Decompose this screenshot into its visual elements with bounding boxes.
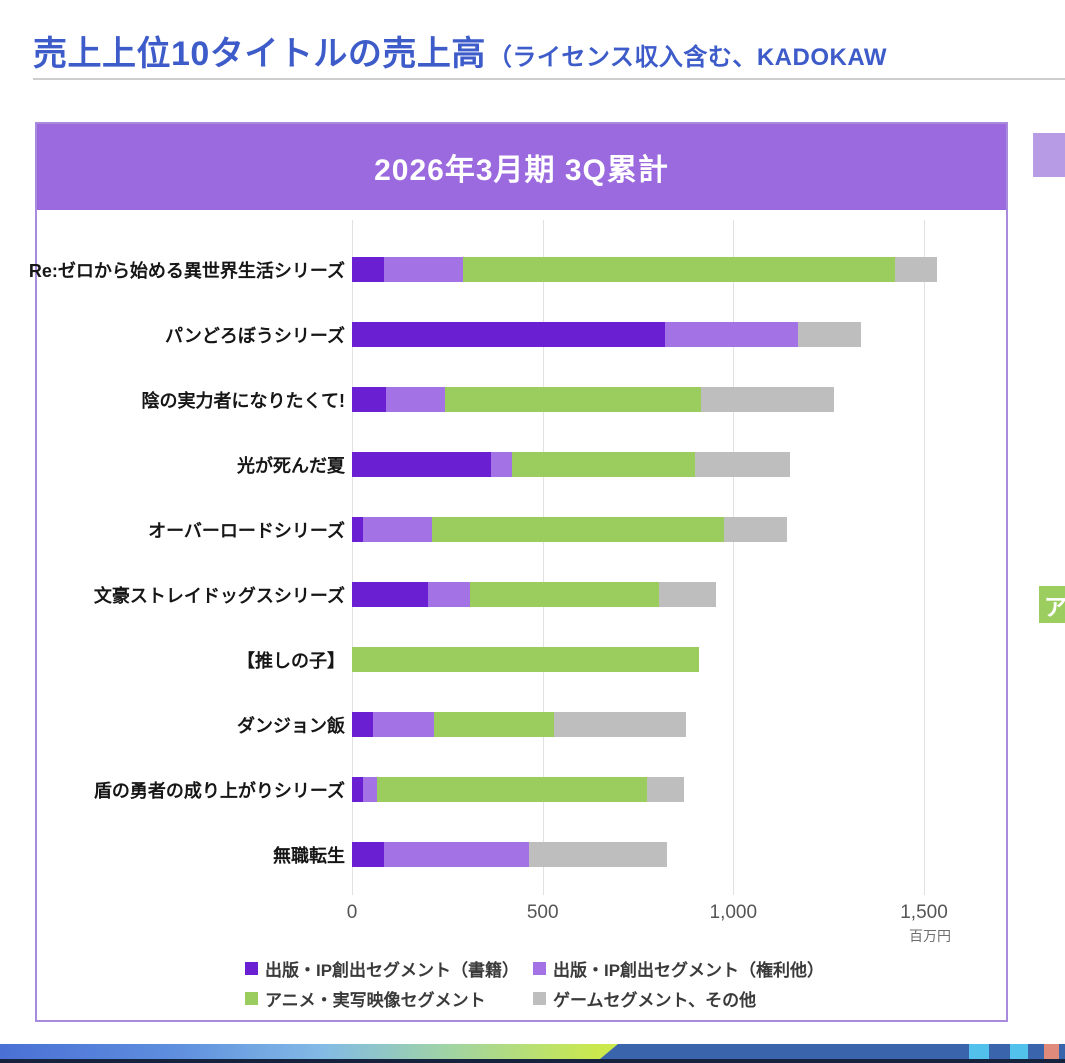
bar-row xyxy=(352,712,686,737)
legend-swatch xyxy=(533,961,546,975)
bar-segment xyxy=(428,582,471,607)
grid-line xyxy=(352,220,353,895)
seek-bar-progress-gradient xyxy=(0,1044,618,1059)
legend-label: アニメ・実写映像セグメント xyxy=(265,990,486,1010)
legend-label: 出版・IP創出セグメント（権利他） xyxy=(553,960,825,980)
bar-segment xyxy=(352,712,373,737)
grid-line xyxy=(542,220,544,895)
bar-segment xyxy=(352,777,364,802)
bar-row xyxy=(352,647,699,672)
x-tick-label: 0 xyxy=(346,902,358,923)
page-title: 売上上位10タイトルの売上高 （ライセンス収入含む、KADOKAW xyxy=(33,26,1065,74)
bar-segment xyxy=(352,387,387,412)
bar-segment xyxy=(373,712,434,737)
title-divider xyxy=(33,78,1065,80)
legend-item: ゲームセグメント、その他 xyxy=(533,987,757,1010)
bar-segment xyxy=(352,257,385,282)
bar-segment xyxy=(647,777,684,802)
chart-panel: 2026年3月期 3Q累計 0 500 1,000 1,500 百万円 Re:ゼロから始め… xyxy=(28,122,1008,1022)
right-edge-green-badge: ア xyxy=(1039,586,1065,623)
bar-segment xyxy=(352,647,699,672)
bar-row xyxy=(352,842,667,867)
legend-label: ゲームセグメント、その他 xyxy=(553,990,757,1010)
seek-bar-bottom-edge xyxy=(0,1059,1065,1063)
bar-segment xyxy=(434,712,555,737)
chart-body: 0 500 1,000 1,500 百万円 Re:ゼロから始める異世界生活シリーズパンどろ… xyxy=(28,210,1006,1020)
bar-segment xyxy=(529,842,667,867)
page-title-subtitle: （ライセンス収入含む、KADOKAW xyxy=(487,44,888,71)
chart-period-header: 2026年3月期 3Q累計 xyxy=(37,124,1006,210)
legend-item: アニメ・実写映像セグメント xyxy=(245,987,486,1010)
bar-segment xyxy=(470,582,659,607)
x-tick-label: 1,500 xyxy=(900,902,948,923)
category-label: ダンジョン飯 xyxy=(237,715,345,736)
category-label: 光が死んだ夏 xyxy=(237,455,345,476)
bar-segment xyxy=(352,322,665,347)
bar-segment xyxy=(352,452,492,477)
bar-segment xyxy=(462,257,896,282)
bar-segment xyxy=(363,777,377,802)
bar-segment xyxy=(384,842,530,867)
category-label: 陰の実力者になりたくて! xyxy=(141,390,345,411)
bar-segment xyxy=(554,712,686,737)
x-tick-label: 500 xyxy=(526,902,559,923)
bar-segment xyxy=(431,517,724,542)
video-seek-bar[interactable] xyxy=(0,1044,1065,1063)
category-label: 盾の勇者の成り上がりシリーズ xyxy=(93,780,345,801)
bar-row xyxy=(352,452,791,477)
bar-segment xyxy=(512,452,696,477)
bar-segment xyxy=(658,582,717,607)
legend-item: 出版・IP創出セグメント（権利他） xyxy=(533,957,825,980)
bar-row xyxy=(352,777,684,802)
legend-label: 出版・IP創出セグメント（書籍） xyxy=(265,960,520,980)
legend-swatch xyxy=(245,961,258,975)
bar-segment xyxy=(723,517,787,542)
bar-segment xyxy=(895,257,938,282)
grid-line xyxy=(924,220,925,895)
legend-swatch xyxy=(245,991,258,1005)
bar-segment xyxy=(445,387,701,412)
bar-segment xyxy=(798,322,862,347)
bar-row xyxy=(352,517,787,542)
category-label: 【推しの子】 xyxy=(237,650,345,671)
seek-bar-marker xyxy=(1010,1044,1028,1059)
seek-bar-marker xyxy=(969,1044,989,1059)
seek-bar-marker xyxy=(1044,1044,1059,1059)
bar-row xyxy=(352,257,938,282)
green-badge-label: ア xyxy=(1044,593,1065,620)
legend-swatch xyxy=(533,991,546,1005)
bar-segment xyxy=(352,582,429,607)
bar-segment xyxy=(386,387,446,412)
bar-segment xyxy=(695,452,791,477)
bar-row xyxy=(352,387,835,412)
category-label: 無職転生 xyxy=(273,845,345,866)
bar-segment xyxy=(363,517,432,542)
grid-line xyxy=(733,220,735,895)
bar-segment xyxy=(664,322,799,347)
category-label: パンどろぼうシリーズ xyxy=(165,325,345,346)
bar-segment xyxy=(352,517,364,542)
bar-segment xyxy=(700,387,835,412)
bar-row xyxy=(352,322,862,347)
bar-segment xyxy=(491,452,513,477)
plot-area: 0 500 1,000 1,500 百万円 Re:ゼロから始める異世界生活シリーズパンどろ… xyxy=(28,210,1006,1020)
bar-segment xyxy=(384,257,463,282)
chart-period-label: 2026年3月期 3Q累計 xyxy=(374,154,669,187)
bar-segment xyxy=(376,777,648,802)
bar-row xyxy=(352,582,717,607)
x-axis-unit-label: 百万円 xyxy=(909,928,951,944)
category-label: Re:ゼロから始める異世界生活シリーズ xyxy=(28,260,345,281)
legend-item: 出版・IP創出セグメント（書籍） xyxy=(245,957,520,980)
category-label: オーバーロードシリーズ xyxy=(148,520,345,541)
page-title-main: 売上上位10タイトルの売上高 xyxy=(33,35,486,73)
bar-segment xyxy=(352,842,385,867)
category-label: 文豪ストレイドッグスシリーズ xyxy=(93,585,345,606)
right-edge-swatch xyxy=(1033,133,1065,177)
x-tick-label: 1,000 xyxy=(709,902,758,923)
